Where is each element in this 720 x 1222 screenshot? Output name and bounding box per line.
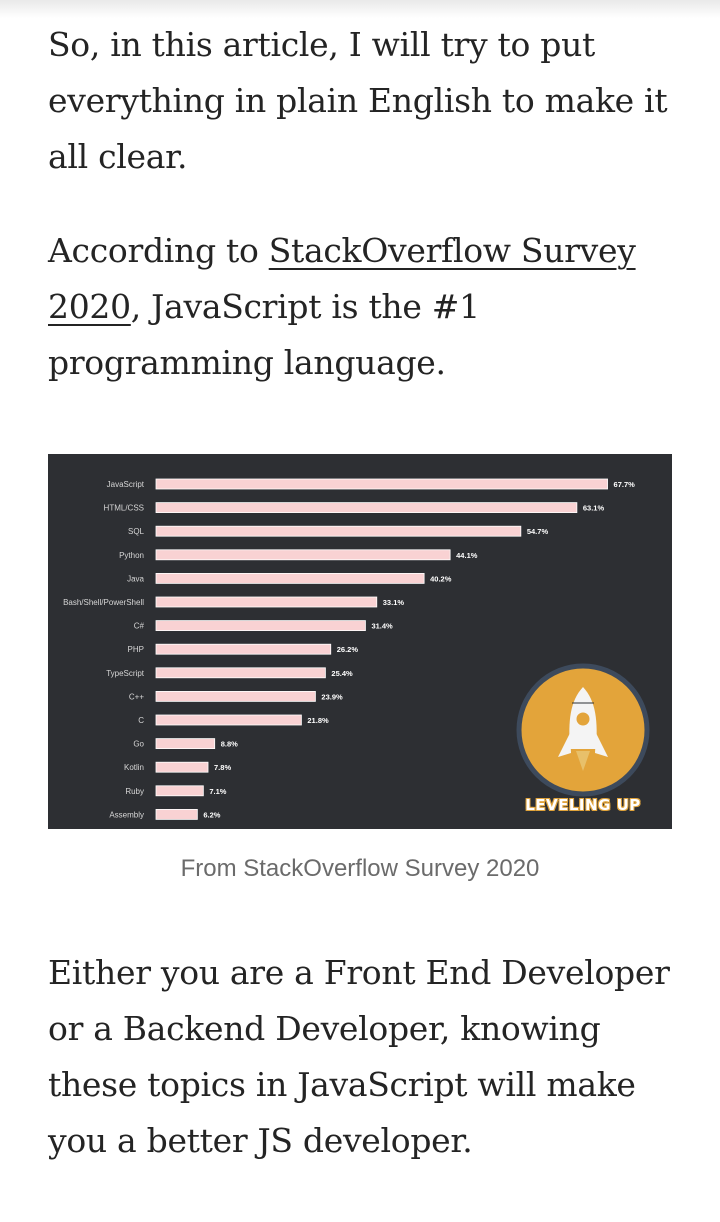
value-label: 25.4%: [331, 669, 353, 678]
value-label: 33.1%: [383, 598, 405, 607]
category-label: PHP: [128, 645, 144, 654]
bar: [155, 761, 209, 773]
paragraph-survey-lead: According to: [48, 231, 269, 270]
bar: [155, 596, 378, 608]
value-label: 7.8%: [214, 763, 231, 772]
paragraph-survey-tail: , JavaScript is the #1 programming langu…: [48, 287, 480, 382]
bar: [155, 690, 316, 702]
top-bar-shadow: [0, 0, 720, 18]
bar: [155, 667, 326, 679]
survey-chart-figure[interactable]: JavaScript 67.7% HTML/CSS 63.1% SQL 54.7% Pyth…: [48, 454, 672, 829]
value-label: 6.2%: [203, 810, 220, 819]
category-label: JavaScript: [107, 480, 145, 489]
bar: [155, 525, 522, 537]
bar: [155, 643, 332, 655]
stackoverflow-survey-link[interactable]: StackOverflow Survey 2020: [48, 231, 636, 326]
category-label: SQL: [128, 527, 145, 536]
category-label: Kotlin: [124, 763, 144, 772]
value-label: 7.1%: [209, 787, 226, 796]
value-label: 31.4%: [371, 622, 393, 631]
category-label: Ruby: [125, 787, 144, 796]
value-label: 44.1%: [456, 551, 478, 560]
category-label: TypeScript: [106, 669, 145, 678]
category-label: C++: [129, 692, 144, 701]
value-label: 26.2%: [337, 645, 359, 654]
category-label: Go: [133, 740, 144, 749]
value-label: 63.1%: [583, 504, 605, 513]
bar: [155, 549, 451, 561]
bar: [155, 785, 204, 797]
value-label: 23.9%: [321, 692, 343, 701]
logo-text: LEVELING UP: [525, 796, 641, 814]
category-label: Assembly: [109, 810, 144, 819]
paragraph-survey: According to StackOverflow Survey 2020, …: [48, 223, 678, 391]
value-label: 54.7%: [527, 527, 549, 536]
category-label: Bash/Shell/PowerShell: [63, 598, 144, 607]
language-bar-chart: JavaScript 67.7% HTML/CSS 63.1% SQL 54.7% Pyth…: [63, 478, 636, 820]
category-label: Java: [127, 574, 144, 583]
category-label: HTML/CSS: [104, 504, 144, 513]
value-label: 67.7%: [614, 480, 636, 489]
category-label: Python: [119, 551, 144, 560]
bar: [155, 502, 578, 513]
value-label: 21.8%: [307, 716, 329, 725]
value-label: 8.8%: [221, 740, 238, 749]
bar: [155, 714, 302, 726]
rocket-logo-icon: [516, 663, 650, 797]
bar: [155, 620, 366, 632]
paragraph-intro: So, in this article, I will try to put e…: [48, 25, 668, 176]
value-label: 40.2%: [430, 574, 452, 583]
bar: [155, 738, 216, 750]
category-label: C: [138, 716, 144, 725]
bar: [155, 478, 608, 490]
bar: [155, 808, 198, 820]
bar: [155, 573, 425, 584]
figure-caption: From StackOverflow Survey 2020: [180, 855, 540, 882]
paragraph-developers: Either you are a Front End Developer or …: [48, 953, 670, 1160]
category-label: C#: [134, 622, 145, 631]
